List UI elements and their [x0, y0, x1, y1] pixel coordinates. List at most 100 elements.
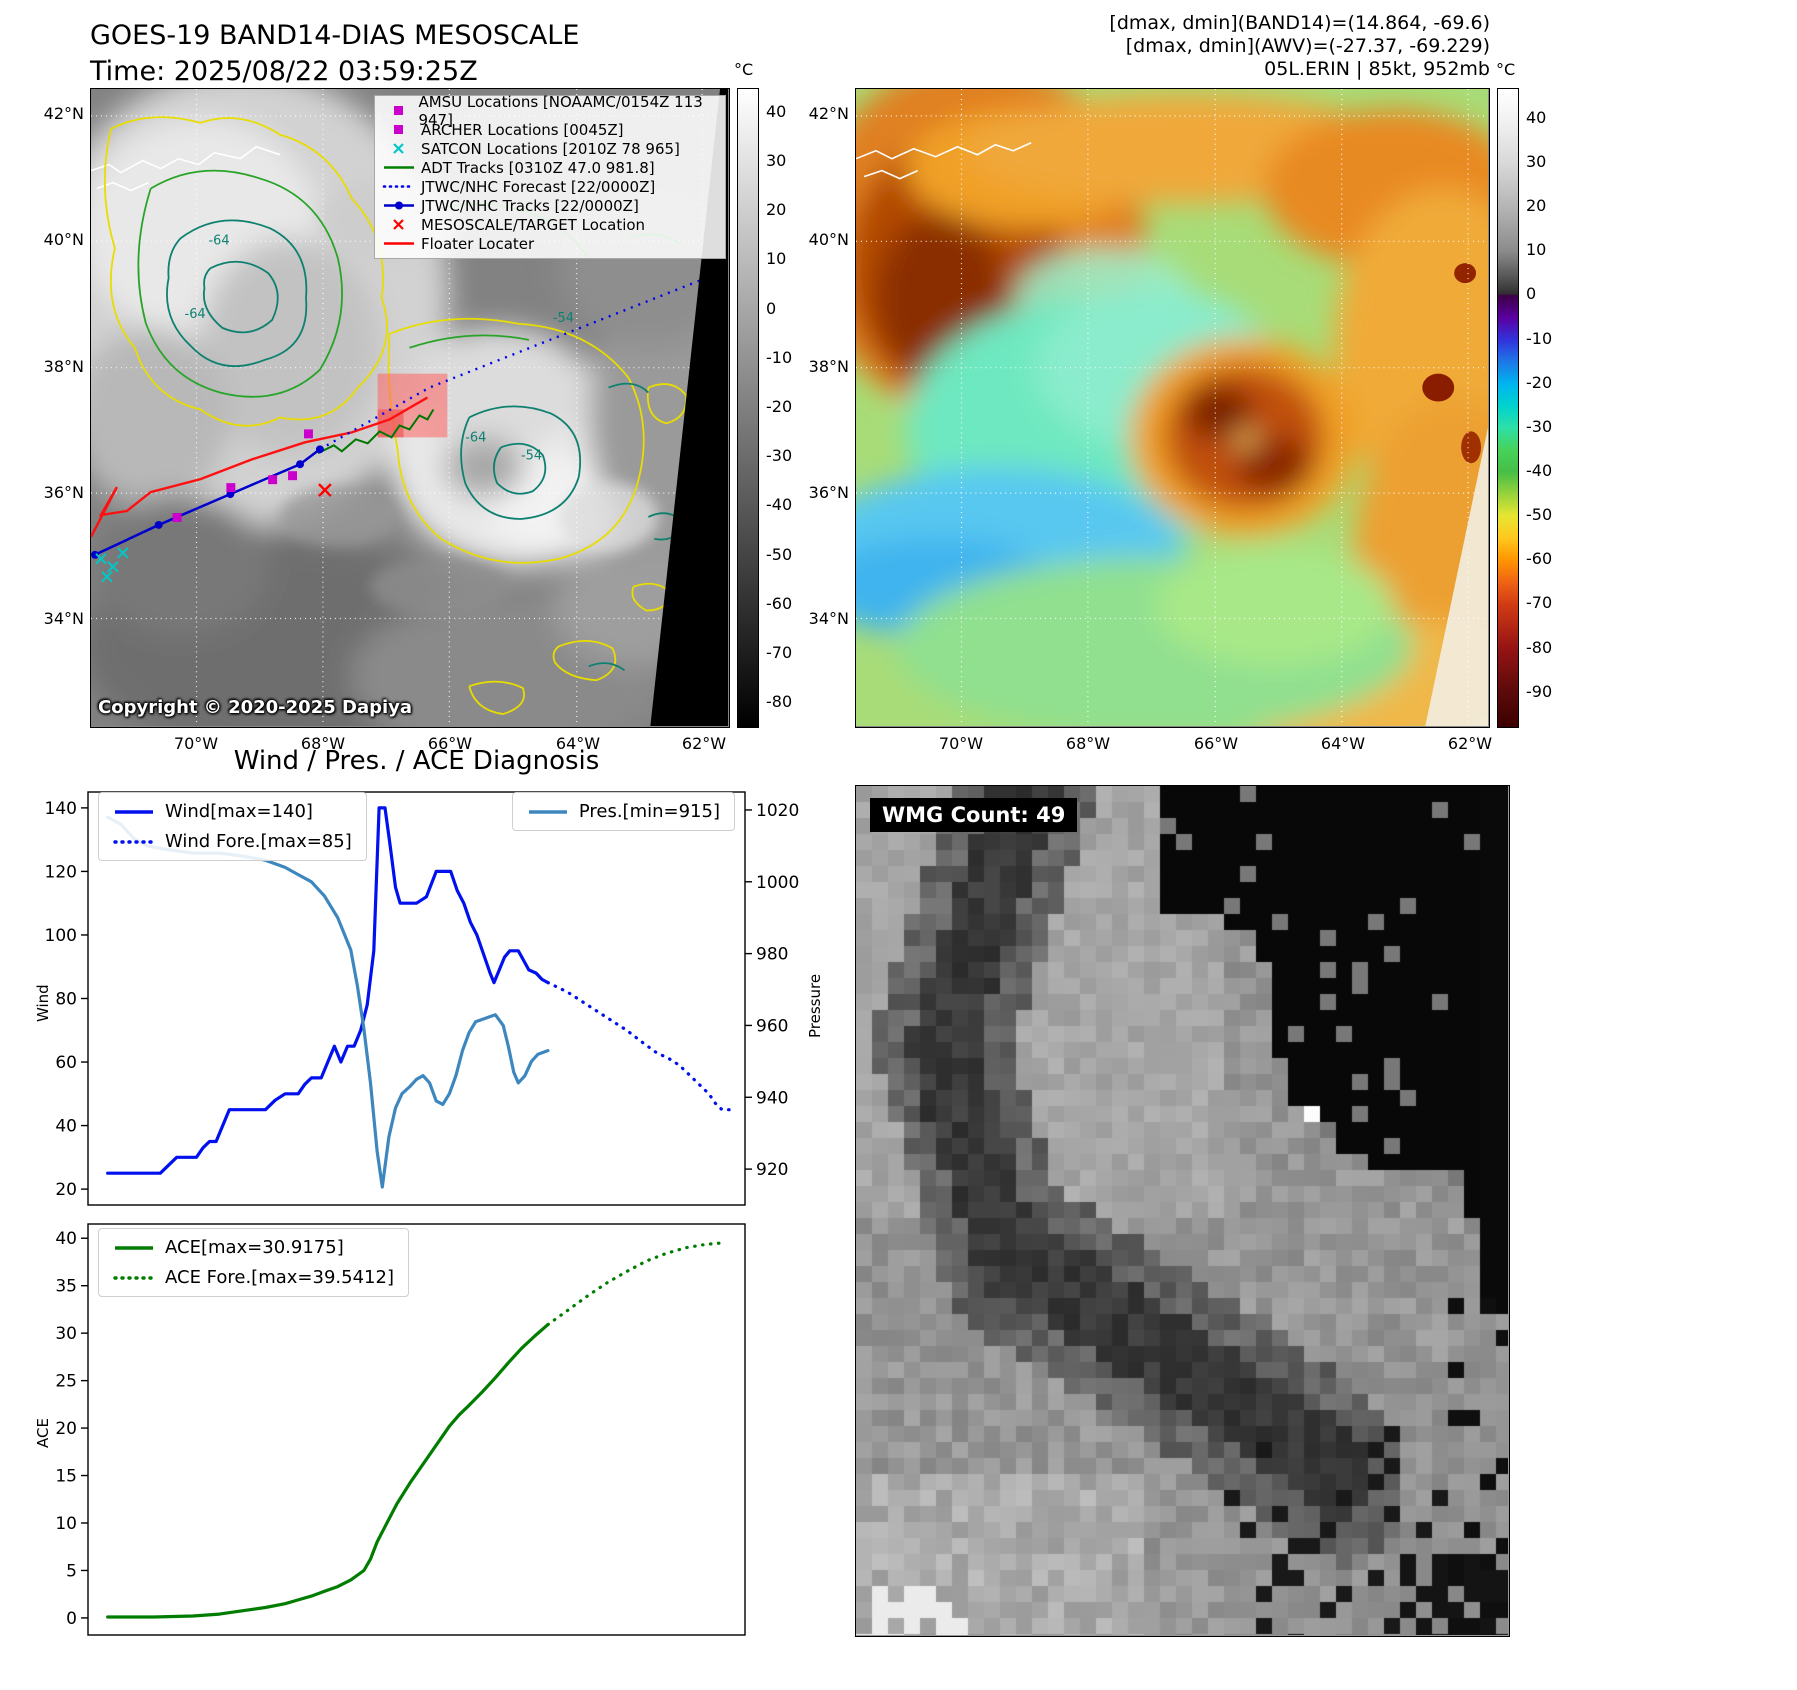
adt-track: [317, 408, 435, 455]
colorbar-tick-label: -60: [1526, 549, 1553, 569]
left-y-tick-label: 10: [55, 1514, 77, 1534]
colorbar-tick-label: 30: [766, 150, 787, 170]
ace-axis-label: ACE: [34, 1418, 52, 1448]
awv-map-panel: [806, 59, 1553, 756]
band14-colorbar-unit: °C: [734, 60, 754, 79]
map-legend-item-label: Floater Locater: [421, 234, 535, 253]
contour-label: -54: [521, 448, 542, 463]
contour-label: -64: [208, 233, 229, 248]
right-y-tick-label: 980: [756, 945, 788, 965]
lat-tick-label: 38°N: [808, 357, 849, 376]
contour-lines: [103, 116, 721, 715]
ace-legend-label: ACE[max=30.9175]: [165, 1237, 344, 1258]
lat-tick-label: 36°N: [43, 483, 84, 502]
lat-tick-label: 34°N: [808, 609, 849, 628]
awv-coastline: [855, 142, 1032, 180]
lat-tick-label: 40°N: [43, 230, 84, 249]
ace-fore-line-sample: [113, 1275, 155, 1280]
wind-legend-label: Wind[max=140]: [165, 801, 313, 822]
colorbar-tick-label: -80: [766, 692, 793, 712]
dmax-dmin-awv: [dmax, dmin](AWV)=(-27.37, -69.229): [1125, 35, 1490, 57]
series-wind: [106, 806, 550, 1175]
awv-grid-lines: [856, 89, 1488, 726]
series-ace-fore: [546, 1241, 727, 1327]
colorbar-tick-label: -30: [766, 446, 793, 466]
copyright-label: Copyright © 2020-2025 Dapiya: [98, 697, 413, 718]
left-y-tick-label: 5: [66, 1561, 77, 1581]
awv-satellite-image: [806, 59, 1553, 756]
x-legend-marker: [393, 143, 404, 154]
right-y-tick-label: 1020: [756, 801, 799, 821]
left-y-tick-label: 100: [45, 926, 77, 946]
left-y-tick-label: 140: [45, 799, 77, 819]
band14-header: GOES-19 BAND14-DIAS MESOSCALE Time: 2025…: [90, 18, 579, 90]
map-legend-item: ADT Tracks [0310Z 47.0 981.8]: [381, 158, 719, 177]
colorbar-tick-label: -50: [1526, 505, 1553, 525]
ace-line-sample: [115, 1245, 153, 1250]
pres-line-sample: [528, 809, 567, 814]
left-y-tick-label: 40: [55, 1117, 77, 1137]
lat-tick-label: 40°N: [808, 230, 849, 249]
lat-tick-label: 34°N: [43, 609, 84, 628]
ace-fore-legend-label: ACE Fore.[max=39.5412]: [165, 1267, 394, 1288]
wind-fore-legend-label: Wind Fore.[max=85]: [165, 831, 352, 852]
colorbar-tick-label: -20: [1526, 372, 1553, 392]
colorbar-tick-label: -20: [766, 397, 793, 416]
lon-tick-label: 62°W: [1447, 734, 1493, 753]
colorbar-tick-label: 10: [766, 249, 787, 269]
right-y-tick-label: 1000: [756, 873, 799, 893]
wmg-count-label: WMG Count: 49: [870, 798, 1078, 832]
colorbar-tick-label: 10: [1526, 240, 1547, 260]
colorbar-tick-label: 20: [766, 200, 787, 220]
left-y-tick-label: 0: [66, 1609, 77, 1629]
right-y-tick-label: 960: [756, 1016, 788, 1036]
map-legend-item: Floater Locater: [381, 234, 719, 253]
right-y-tick-label: 920: [756, 1160, 788, 1180]
ace-fore-legend-item: ACE Fore.[max=39.5412]: [113, 1267, 394, 1288]
awv-colorbar-unit: °C: [1496, 60, 1516, 79]
colorbar-tick-label: 0: [1526, 284, 1537, 304]
diagnosis-title: Wind / Pres. / ACE Diagnosis: [233, 746, 600, 776]
pressure-legend: Pres.[min=915]: [511, 792, 735, 831]
ace-legend-item: ACE[max=30.9175]: [113, 1237, 394, 1258]
map-legend-item: SATCON Locations [2010Z 78 965]: [381, 139, 719, 158]
band14-colorbar: [737, 88, 759, 728]
colorbar-tick-label: -60: [766, 593, 793, 613]
wind-fore-line-sample: [113, 839, 155, 844]
lon-tick-label: 64°W: [1320, 734, 1366, 753]
map-legend-item-label: ARCHER Locations [0045Z]: [421, 120, 624, 139]
series-wind-fore: [546, 981, 734, 1112]
left-y-tick-label: 25: [55, 1372, 77, 1392]
colorbar-tick-label: -80: [1526, 637, 1553, 657]
lon-tick-label: 66°W: [427, 734, 473, 753]
wmg-classification-image: [856, 786, 1508, 1635]
colorbar-tick-label: 30: [1526, 152, 1547, 172]
x-legend-marker: [393, 219, 404, 230]
left-y-tick-label: 60: [55, 1053, 77, 1073]
square-legend-marker: [394, 125, 403, 134]
lat-tick-label: 42°N: [43, 104, 84, 123]
pres-legend-label: Pres.[min=915]: [578, 801, 720, 822]
map-legend: AMSU Locations [NOAAMC/0154Z 113 947] ARC…: [374, 93, 726, 259]
lon-tick-label: 64°W: [555, 734, 601, 753]
colorbar-tick-label: -40: [766, 495, 793, 515]
amsu-markers: [172, 429, 313, 522]
contour-label: -64: [185, 307, 206, 322]
mesoscale-target-marker: [318, 483, 332, 497]
wind-legend-item: Wind[max=140]: [113, 801, 352, 822]
awv-header: [dmax, dmin](BAND14)=(14.864, -69.6) [dm…: [990, 12, 1490, 81]
band14-title: GOES-19 BAND14-DIAS MESOSCALE: [90, 20, 580, 51]
map-legend-item: JTWC/NHC Tracks [22/0000Z]: [381, 196, 719, 215]
colorbar-tick-label: -50: [766, 544, 793, 564]
colorbar-tick-label: 20: [1526, 196, 1547, 216]
colorbar-tick-label: -70: [766, 643, 793, 663]
wind-axis-label: Wind: [34, 984, 52, 1022]
map-legend-item: AMSU Locations [NOAAMC/0154Z 113 947]: [381, 93, 719, 129]
satcon-markers: [95, 547, 129, 583]
left-y-tick-label: 20: [55, 1180, 77, 1200]
pressure-axis-label: Pressure: [806, 973, 824, 1038]
lon-tick-label: 66°W: [1193, 734, 1239, 753]
colorbar-tick-label: -10: [766, 347, 793, 367]
right-y-tick-label: 940: [756, 1088, 788, 1108]
colorbar-tick-label: -70: [1526, 593, 1553, 613]
